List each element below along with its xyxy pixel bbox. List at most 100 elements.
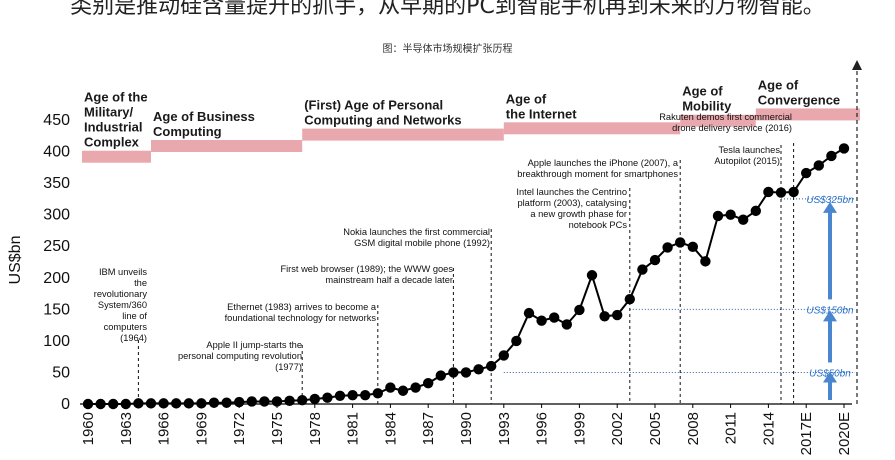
data-point	[309, 393, 320, 405]
x-tick-label: 1987	[420, 412, 437, 445]
x-tick-label: 1999	[571, 412, 588, 445]
data-point	[549, 312, 560, 323]
data-point	[763, 186, 774, 198]
data-point	[221, 397, 232, 408]
y-axis-label: US$bn	[7, 236, 24, 285]
x-tick-label: 1966	[156, 412, 173, 445]
annotation-text: Nokia launches the first commercial GSM d…	[343, 227, 490, 248]
data-point	[183, 398, 194, 409]
data-point	[410, 382, 421, 393]
data-point	[271, 396, 283, 407]
growth-arrowhead	[852, 60, 862, 70]
data-point	[385, 382, 396, 393]
era-label: Age of the Military/Industrial Complex	[84, 90, 148, 150]
data-point	[108, 398, 119, 410]
data-point	[120, 398, 131, 410]
data-point	[649, 254, 661, 266]
annotation-text: Tesla launches Autopilot (2015)	[714, 145, 780, 166]
reference-guides: US$50bnUS$150bnUS$325bn	[503, 195, 855, 400]
x-tick-label: 1996	[534, 412, 551, 445]
data-point	[334, 390, 346, 401]
series-market-size	[82, 143, 850, 410]
data-point	[738, 214, 749, 225]
x-tick-label: 2020E	[836, 412, 853, 455]
annotation-text: Rakuten demos first commercial drone deli…	[659, 112, 792, 133]
data-point	[397, 385, 409, 396]
x-tick-label: 2002	[609, 412, 626, 445]
x-tick-label: 1981	[345, 412, 362, 445]
data-point	[775, 187, 787, 198]
y-tick-label: 250	[43, 238, 70, 255]
data-point	[360, 389, 371, 401]
data-point	[813, 160, 824, 171]
data-point	[372, 388, 383, 399]
data-point	[448, 367, 459, 378]
era-band	[680, 114, 756, 127]
annotation-text: Ethernet (1983) arrives to become a found…	[225, 302, 377, 323]
data-point	[133, 398, 144, 409]
data-point	[612, 309, 623, 321]
y-tick-label: 450	[43, 112, 70, 129]
annotation-text: Apple launches the iPhone (2007), a break…	[517, 158, 679, 179]
data-point	[486, 360, 497, 372]
era-label: Age of Mobility	[682, 84, 732, 114]
x-tick-label: 1978	[307, 412, 324, 445]
x-tick-label: 2017E	[798, 412, 815, 455]
growth-arrow-head	[823, 371, 837, 383]
data-point	[624, 294, 635, 305]
data-point	[586, 270, 598, 281]
figure-caption: 图：半导体市场规模扩张历程	[382, 44, 513, 55]
data-point	[700, 256, 711, 267]
data-point	[234, 396, 245, 408]
x-tick-label: 2005	[647, 412, 664, 445]
reference-label: US$325bn	[806, 195, 854, 206]
data-point	[725, 209, 736, 220]
x-tick-label: 1990	[458, 412, 475, 445]
x-tick-label: 1969	[193, 412, 210, 445]
data-point	[523, 307, 535, 319]
x-tick-label: 1963	[118, 412, 135, 445]
header-text: 类别是推动硅含量提升的抓手，从早期的PC到智能手机再到未来的万物智能。	[70, 0, 825, 19]
data-point	[687, 241, 698, 253]
data-point	[675, 237, 686, 248]
data-point	[750, 205, 761, 217]
era-label: Age of Convergence	[758, 77, 840, 107]
data-point	[662, 242, 673, 253]
data-point	[801, 167, 812, 179]
data-point	[208, 397, 220, 408]
era-label: Age of Business Computing	[153, 109, 255, 139]
era-band	[503, 122, 681, 135]
data-point	[246, 396, 257, 407]
x-tick-label: 1993	[496, 412, 513, 445]
data-point	[284, 395, 295, 407]
data-point	[259, 396, 270, 407]
annotations: IBM unveils the revolutionary System/360 lin…	[94, 112, 795, 404]
data-point	[473, 364, 484, 375]
x-tick-label: 2008	[685, 412, 702, 445]
annotation-text: IBM unveils the revolutionary System/360 lin…	[94, 267, 148, 343]
x-tick-label: 1972	[231, 412, 248, 445]
y-tick-label: 350	[43, 175, 70, 192]
annotation-text: Intel launches the Centrino platform (200…	[516, 187, 627, 230]
x-tick-label: 1975	[269, 412, 286, 445]
x-tick-label: 2014	[760, 412, 777, 445]
y-tick-label: 200	[43, 270, 70, 287]
y-tick-label: 300	[43, 207, 70, 224]
era-band	[302, 128, 504, 141]
data-point	[599, 311, 610, 322]
era-label: Age of the Internet	[506, 91, 577, 121]
data-point	[536, 315, 547, 326]
data-point	[498, 350, 509, 361]
era-label: (First) Age of Personal Computing and Net…	[304, 98, 461, 128]
y-tick-label: 50	[52, 364, 70, 381]
data-point	[637, 264, 648, 275]
data-point	[82, 398, 94, 410]
axes: 0 50 100 150 200 250 300 350 400 450 1960 1963 1966 1…	[43, 60, 862, 455]
y-tick-label: 100	[43, 333, 70, 350]
y-tick-label: 150	[43, 301, 70, 318]
era-band	[82, 150, 151, 163]
data-point	[712, 210, 724, 222]
data-point	[322, 392, 333, 403]
data-point	[423, 377, 434, 389]
